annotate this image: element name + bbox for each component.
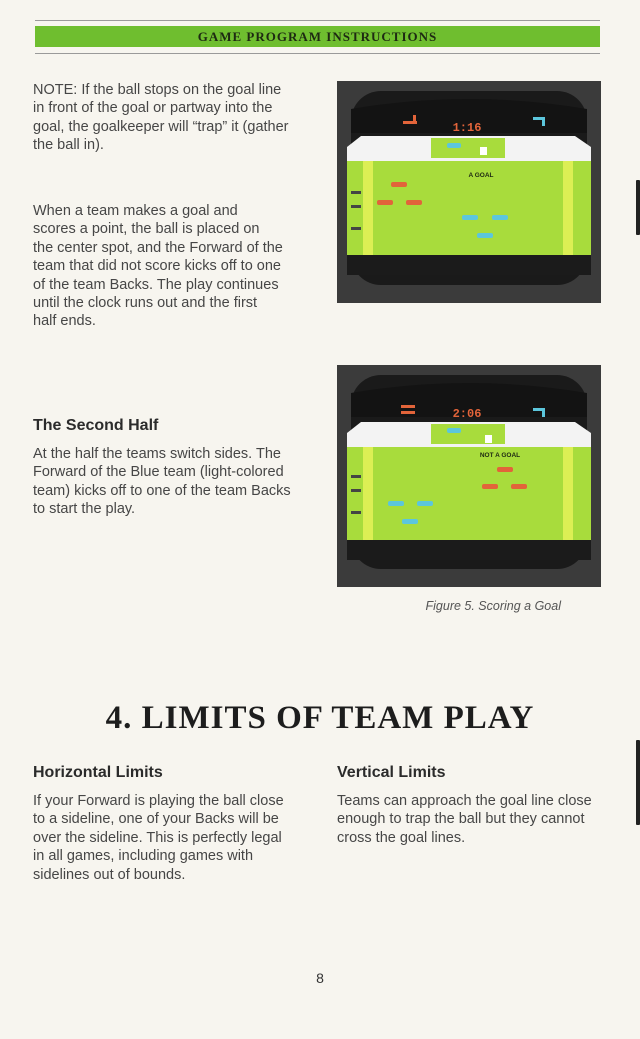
section-title: 4. LIMITS OF TEAM PLAY (105, 700, 535, 736)
second-half-paragraph: At the half the teams switch sides. The … (33, 446, 291, 518)
header-rule-top (35, 20, 600, 21)
page-number: 8 (316, 970, 324, 986)
header-rule-bottom (35, 53, 600, 54)
vertical-limits-heading: Vertical Limits (337, 764, 446, 781)
screen2-label: NOT A GOAL (480, 452, 520, 459)
horizontal-limits-paragraph: If your Forward is playing the ball clos… (33, 793, 284, 883)
binding-mark (636, 180, 640, 235)
scoring-paragraph: When a team makes a goal and scores a po… (33, 203, 283, 330)
horizontal-limits-heading: Horizontal Limits (33, 764, 163, 781)
header-title: GAME PROGRAM INSTRUCTIONS (197, 28, 438, 44)
binding-mark (636, 740, 640, 825)
note-paragraph: NOTE: If the ball stops on the goal line… (33, 82, 289, 154)
game-screen-not-goal: 2:06 NOT A GOAL 3 7 (337, 365, 601, 587)
figure-caption: Figure 5. Scoring a Goal (425, 599, 562, 613)
screen2-clock: 2:06 (453, 407, 482, 421)
second-half-heading: The Second Half (33, 417, 159, 434)
game-screen-goal: 1:16 A GOAL 4 7 (337, 81, 601, 303)
header-banner: GAME PROGRAM INSTRUCTIONS (35, 26, 600, 47)
screen1-clock: 1:16 (453, 121, 482, 135)
vertical-limits-paragraph: Teams can approach the goal line close e… (337, 793, 592, 846)
screen1-label: A GOAL (468, 172, 493, 179)
